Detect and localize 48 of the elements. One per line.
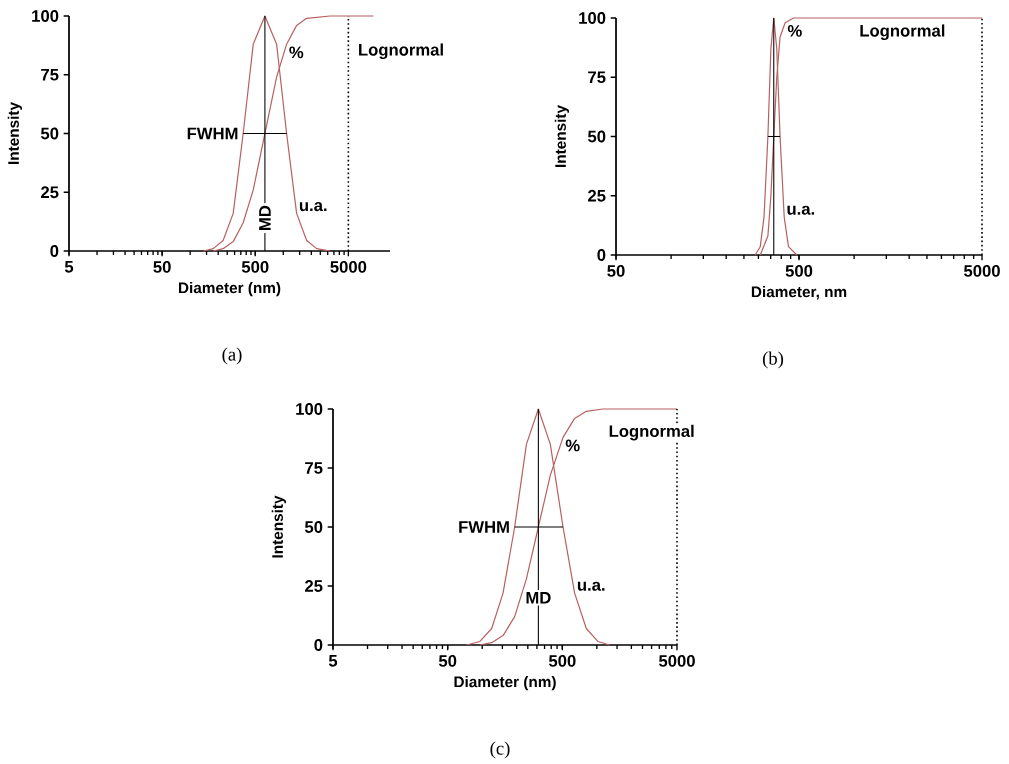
y-tick-label: 25 xyxy=(305,580,323,592)
y-tick-label: 25 xyxy=(588,189,606,202)
ref-line-label: Lognormal xyxy=(609,424,694,441)
y-tick-label: 100 xyxy=(32,10,59,22)
text: (c) xyxy=(490,741,510,759)
y-tick-label: 0 xyxy=(50,245,59,257)
y-axis-title: Intensity xyxy=(7,102,22,164)
text: MD xyxy=(259,205,271,230)
y-tick-label: 75 xyxy=(41,68,59,81)
y-axis-title: Intensity xyxy=(271,495,286,558)
y-tick-label: 25 xyxy=(41,186,59,199)
x-tick-label: 500 xyxy=(241,261,269,273)
text: (b) xyxy=(762,351,784,369)
y-axis-title: Intensity xyxy=(554,105,569,167)
series-label: % xyxy=(289,46,304,59)
x-tick-label: 50 xyxy=(438,655,457,667)
x-tick-label: 5 xyxy=(328,655,338,667)
x-axis-title: Diameter (nm) xyxy=(178,282,281,297)
x-tick-label: 5000 xyxy=(330,261,367,273)
ref-line-label: Lognormal xyxy=(359,43,443,60)
y-tick-label: 0 xyxy=(314,639,323,651)
y-tick-label: 100 xyxy=(579,12,606,24)
y-tick-label: 75 xyxy=(305,462,323,474)
y-tick-label: 0 xyxy=(597,249,606,261)
x-tick-label: 5000 xyxy=(658,655,695,667)
series-label: % xyxy=(565,439,580,452)
y-tick-label: 100 xyxy=(296,403,323,415)
series-label: u.a. xyxy=(299,201,327,212)
x-tick-label: 5000 xyxy=(964,265,1000,277)
x-axis-title: Diameter, nm xyxy=(751,286,847,300)
series-label: FWHM xyxy=(187,127,238,140)
y-tick-label: 50 xyxy=(587,130,606,143)
series-label: u.a. xyxy=(787,205,815,215)
series-label: MD xyxy=(526,592,551,604)
x-tick-label: 500 xyxy=(548,655,576,667)
x-tick-label: 500 xyxy=(785,265,813,277)
y-tick-label: 50 xyxy=(40,127,59,140)
series-label: FWHM xyxy=(459,521,509,533)
y-tick-label: 50 xyxy=(304,521,323,533)
series-label: u.a. xyxy=(577,581,605,591)
text: (a) xyxy=(222,347,242,365)
x-tick-label: 5 xyxy=(64,261,74,273)
y-tick-label: 75 xyxy=(588,71,606,84)
ref-line-label: Lognormal xyxy=(860,24,945,41)
x-tick-label: 50 xyxy=(153,261,171,273)
x-axis-title: Diameter (nm) xyxy=(454,676,556,691)
x-tick-label: 50 xyxy=(607,265,625,277)
series-label: % xyxy=(787,24,802,37)
